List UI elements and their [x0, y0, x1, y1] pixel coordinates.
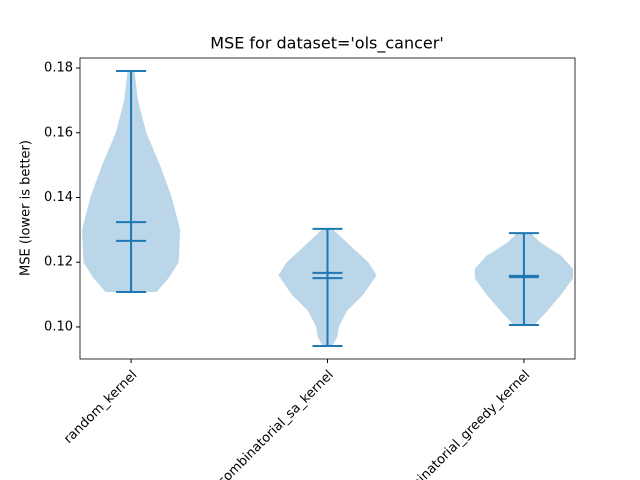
y-tick-label: 0.12	[44, 255, 73, 270]
chart-title: MSE for dataset='ols_cancer'	[210, 34, 443, 54]
x-tick-label: combinatorial_greedy_kernel	[390, 368, 533, 480]
x-tick-label: combinatorial_sa_kernel	[215, 368, 337, 480]
y-tick-label: 0.16	[44, 125, 73, 140]
y-tick-label: 0.10	[44, 319, 73, 334]
y-axis-label: MSE (lower is better)	[19, 140, 34, 276]
y-tick-label: 0.18	[44, 61, 73, 76]
y-tick-label: 0.14	[44, 190, 73, 205]
x-tick-label: random_kernel	[61, 368, 140, 447]
